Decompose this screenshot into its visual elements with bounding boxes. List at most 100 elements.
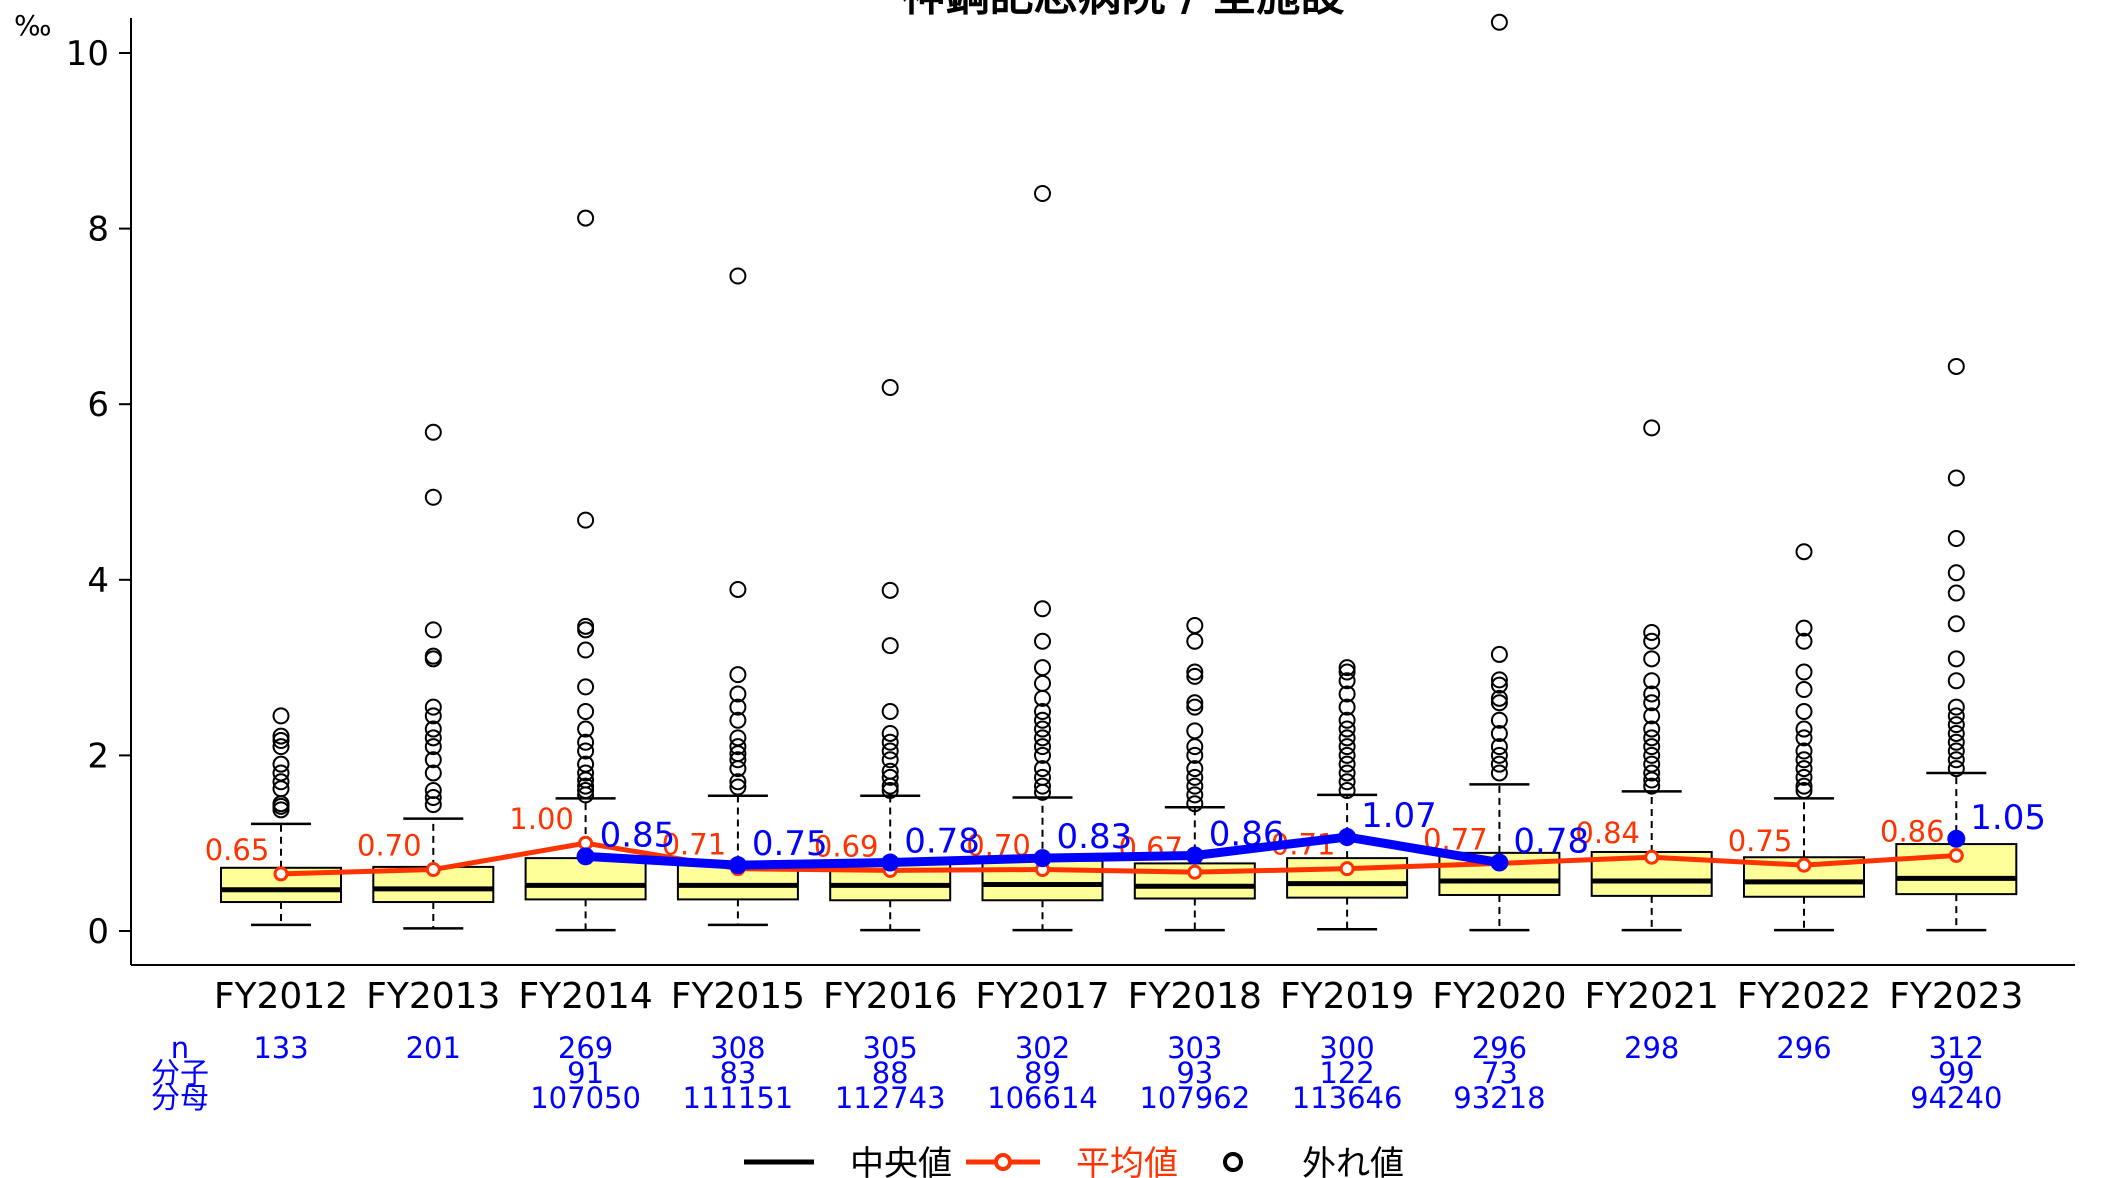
outlier-point [881, 637, 899, 655]
outlier-point [577, 209, 595, 227]
hospital-point [1338, 828, 1357, 847]
outlier-point [881, 703, 899, 720]
outlier-point [1186, 667, 1204, 685]
outlier-point [1643, 755, 1661, 773]
y-tick-label: 8 [87, 210, 109, 250]
x-tick-label: FY2017 [975, 976, 1109, 1017]
outlier-point [1947, 760, 1965, 778]
outlier-point [1490, 13, 1508, 31]
outlier-point [424, 698, 442, 716]
x-tick-label: FY2013 [366, 976, 500, 1017]
outlier-point [881, 762, 899, 780]
x-tick-label: FY2022 [1737, 976, 1871, 1017]
outlier-point [881, 768, 899, 786]
hospital-value-label: 1.05 [1970, 798, 2046, 838]
outlier-point [1186, 632, 1204, 650]
outlier-point [729, 666, 747, 684]
outlier-point [1490, 746, 1508, 764]
mean-value-label: 0.75 [1728, 824, 1793, 858]
hospital-value-label: 0.86 [1209, 814, 1285, 854]
box-FY2017 [981, 184, 1104, 932]
hospital-point [1490, 853, 1509, 872]
outlier-point [1338, 729, 1356, 747]
outlier-point [1490, 724, 1508, 742]
y-tick-label: 10 [66, 34, 109, 74]
outlier-point [729, 580, 747, 598]
outlier-point [1795, 742, 1813, 760]
outlier-point [1643, 738, 1661, 756]
stats-row-label: 分子 [151, 1056, 209, 1090]
mean-value-label: 0.69 [814, 829, 879, 863]
mean-value-label: 0.70 [357, 829, 422, 863]
outlier-point [1643, 685, 1661, 703]
outlier-point [272, 727, 290, 745]
hospital-value-label: 0.85 [600, 815, 676, 855]
outlier-point [1947, 650, 1965, 668]
stats-cell: 312 [1929, 1031, 1984, 1065]
x-tick-label: FY2021 [1585, 976, 1719, 1017]
outlier-point [577, 617, 595, 635]
hospital-value-label: 1.07 [1361, 796, 1437, 836]
outlier-point [1034, 746, 1051, 764]
outlier-point [424, 764, 442, 782]
legend-mean-label: 平均値 [1076, 1144, 1178, 1178]
y-unit-label: ‰ [14, 9, 52, 42]
outlier-point [1947, 615, 1965, 633]
outlier-point [1947, 698, 1965, 716]
legend-outlier-label: 外れ値 [1302, 1144, 1404, 1178]
outlier-point [1643, 623, 1661, 641]
x-tick-label: FY2019 [1280, 976, 1414, 1017]
outlier-point [1795, 720, 1813, 738]
stats-cell: 88 [872, 1056, 909, 1090]
outlier-point [881, 724, 899, 742]
outlier-point [1186, 795, 1204, 813]
outlier-point [1338, 711, 1356, 729]
outlier-point [1338, 685, 1356, 703]
outlier-point [1795, 782, 1813, 800]
outlier-point [1947, 733, 1965, 751]
y-tick-label: 0 [87, 912, 109, 952]
outlier-point [577, 703, 595, 720]
stats-cell: 73 [1481, 1056, 1518, 1090]
mean-value-label: 0.65 [205, 833, 270, 867]
outlier-point [881, 742, 899, 760]
y-axis: 0 2 4 6 8 10 [66, 18, 132, 965]
outlier-point [1338, 746, 1356, 764]
mean-value-label: 0.86 [1880, 814, 1945, 848]
outlier-point [424, 782, 442, 800]
outlier-point [1186, 738, 1204, 756]
x-tick-label: FY2014 [518, 976, 652, 1017]
hospital-value-label: 0.83 [1057, 817, 1133, 857]
outlier-point [1947, 357, 1965, 375]
chart-title: 神鋼記念病院 / 全施設 [902, 0, 1345, 21]
outlier-point [881, 733, 899, 751]
outlier-point [881, 581, 899, 599]
outlier-point [881, 379, 899, 397]
outlier-point [1643, 694, 1661, 712]
outlier-point [729, 751, 747, 769]
outlier-point [1490, 676, 1508, 694]
legend-mean-swatch-marker [994, 1153, 1012, 1171]
mean-point [1339, 861, 1355, 877]
mean-point [1644, 849, 1660, 865]
outlier-point [424, 729, 442, 747]
hospital-point [1185, 846, 1204, 865]
outlier-point [1643, 632, 1661, 650]
outlier-point [1338, 782, 1356, 800]
stats-row-label: 分母 [151, 1081, 209, 1115]
outlier-point [1338, 738, 1356, 756]
outlier-point [1947, 716, 1965, 734]
outlier-point [1795, 760, 1813, 778]
y-tick-label: 2 [87, 736, 109, 776]
outlier-point [1338, 773, 1356, 791]
stats-cell: 94240 [1910, 1081, 2002, 1115]
outlier-point [424, 423, 442, 441]
outlier-point [272, 707, 290, 725]
box-plots [220, 13, 2018, 932]
outlier-point [1034, 738, 1051, 756]
stats-cell: 308 [710, 1031, 765, 1065]
outlier-point [272, 773, 290, 791]
outlier-point [1034, 711, 1051, 729]
legend-outlier-swatch [1223, 1152, 1243, 1172]
